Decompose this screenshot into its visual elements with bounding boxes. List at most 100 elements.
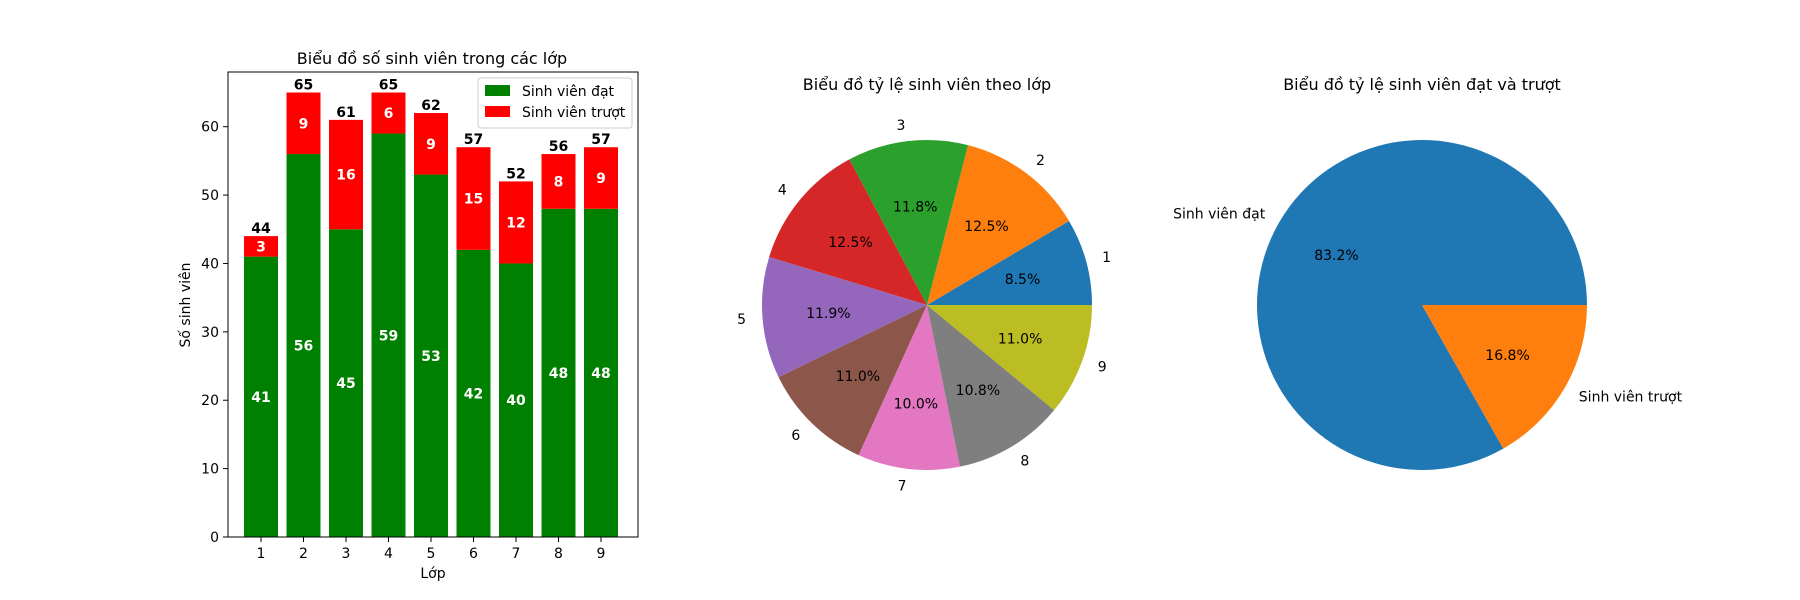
bar-pass bbox=[541, 208, 576, 537]
bar-fail-label: 8 bbox=[554, 174, 564, 190]
pie1-pct-label: 11.0% bbox=[998, 332, 1042, 348]
pie1-wedges bbox=[762, 140, 1092, 470]
x-tick-label: 7 bbox=[512, 546, 521, 562]
pie2-wedges bbox=[1256, 140, 1587, 471]
bar-total-label: 65 bbox=[294, 78, 313, 94]
bar-total-label: 62 bbox=[421, 98, 440, 114]
bar-fail-label: 16 bbox=[336, 168, 355, 184]
bar-fail bbox=[414, 113, 448, 175]
y-tick-label: 10 bbox=[201, 462, 219, 478]
bar-fail bbox=[584, 147, 618, 209]
x-tick-label: 1 bbox=[257, 546, 266, 562]
legend-box bbox=[477, 77, 633, 129]
bar-pass-label: 48 bbox=[549, 366, 568, 382]
bar-fail-label: 3 bbox=[256, 239, 266, 255]
bar-fail-label: 9 bbox=[299, 116, 309, 132]
y-tick-label: 50 bbox=[201, 188, 219, 204]
bar-total-label: 61 bbox=[336, 105, 355, 121]
pie1-wedge bbox=[858, 305, 960, 470]
pie1-title: Biểu đồ tỷ lệ sinh viên theo lớp bbox=[803, 75, 1051, 94]
pie1-slice-label: 6 bbox=[791, 428, 800, 444]
pie2-title: Biểu đồ tỷ lệ sinh viên đạt và trượt bbox=[1283, 75, 1561, 94]
pie1-slice-label: 1 bbox=[1102, 250, 1111, 266]
pie2-wedge bbox=[1256, 140, 1587, 471]
x-tick-label: 5 bbox=[427, 546, 436, 562]
pie1-pct-label: 11.9% bbox=[806, 306, 850, 322]
y-tick-label: 0 bbox=[210, 530, 219, 546]
pie1-pct-label: 10.0% bbox=[894, 396, 938, 412]
pie1-pct-label: 10.8% bbox=[956, 383, 1000, 399]
pie2-wedge bbox=[1422, 305, 1587, 449]
bar-fail bbox=[499, 181, 533, 264]
bar-plot-border bbox=[227, 71, 639, 538]
bar-data-labels: 41 3 44 56 9 65 45 16 61 59 6 65 53 9 62 42 15 57 40 12 52 48… bbox=[251, 78, 610, 410]
bar-pass-label: 45 bbox=[336, 376, 355, 392]
pie2-pct-label: 83.2% bbox=[1314, 248, 1358, 264]
legend-swatch-fail bbox=[485, 106, 510, 117]
pie1-pct-label: 11.8% bbox=[893, 200, 937, 216]
y-tick-label: 60 bbox=[201, 120, 219, 136]
pie1-slice-label: 3 bbox=[896, 118, 905, 134]
bar-pass bbox=[286, 154, 321, 537]
bar-legend: Sinh viên đạt Sinh viên trượt bbox=[477, 77, 633, 129]
bar-fail bbox=[456, 147, 491, 250]
bar-pass-label: 53 bbox=[421, 349, 440, 365]
pie1-slice-label: 9 bbox=[1098, 359, 1107, 375]
bar-total-label: 57 bbox=[464, 132, 483, 148]
bar-fail-label: 15 bbox=[464, 192, 483, 208]
y-tick-label: 40 bbox=[201, 256, 219, 272]
pie1-slice-label: 5 bbox=[737, 312, 746, 328]
pie1-slice-label: 4 bbox=[778, 183, 787, 199]
pie1-labels: 8.5% 1 12.5% 2 11.8% 3 12.5% 4 11.9% 5 11.0% 6 10.0%… bbox=[737, 118, 1111, 495]
pie1-wedge bbox=[778, 305, 927, 456]
bar-chart: Biểu đồ số sinh viên trong các lớp 41344… bbox=[177, 49, 639, 582]
bar-total-label: 44 bbox=[251, 221, 271, 237]
pie2-slice-label: Sinh viên trượt bbox=[1579, 389, 1683, 405]
bar-fail-label: 9 bbox=[596, 171, 606, 187]
legend-swatch-pass bbox=[485, 85, 510, 96]
bar-fail-label: 9 bbox=[426, 137, 436, 153]
class-pie-chart: Biểu đồ tỷ lệ sinh viên theo lớp 8.5% 1 12… bbox=[737, 75, 1111, 494]
x-axis: 1 2 3 4 5 6 7 8 9 bbox=[257, 537, 606, 562]
bar-total-label: 56 bbox=[549, 139, 568, 155]
pie1-pct-label: 8.5% bbox=[1005, 272, 1041, 288]
legend-label-pass: Sinh viên đạt bbox=[522, 84, 615, 100]
pie1-wedge bbox=[927, 305, 1055, 467]
pie1-slice-label: 8 bbox=[1020, 454, 1029, 470]
pie2-pct-label: 16.8% bbox=[1485, 348, 1529, 364]
legend-label-fail: Sinh viên trượt bbox=[522, 105, 626, 121]
pie1-wedge bbox=[927, 305, 1092, 411]
pie1-wedge bbox=[762, 256, 927, 378]
x-tick-label: 9 bbox=[597, 546, 606, 562]
bar-fail bbox=[286, 92, 321, 155]
pass-fail-pie-chart: Biểu đồ tỷ lệ sinh viên đạt và trượt 83.… bbox=[1173, 75, 1683, 471]
pie1-slice-label: 7 bbox=[898, 478, 907, 494]
x-axis-label: Lớp bbox=[420, 566, 445, 582]
bar-fail-label: 12 bbox=[506, 215, 525, 231]
pie1-slice-label: 2 bbox=[1036, 153, 1045, 169]
bar-pass bbox=[371, 133, 406, 537]
pie2-labels: 83.2% Sinh viên đạt 16.8% Sinh viên trượt bbox=[1173, 207, 1682, 406]
pie1-pct-label: 12.5% bbox=[964, 219, 1008, 235]
pie1-wedge bbox=[927, 221, 1092, 305]
pie1-pct-label: 12.5% bbox=[828, 235, 872, 251]
bar-total-label: 52 bbox=[506, 166, 525, 182]
bar-fail bbox=[541, 154, 576, 209]
x-tick-label: 4 bbox=[384, 546, 393, 562]
bar-pass-label: 41 bbox=[251, 390, 270, 406]
bar-fail bbox=[371, 92, 406, 134]
bar-fail bbox=[329, 119, 363, 230]
bar-pass bbox=[244, 256, 278, 537]
bar-total-label: 57 bbox=[591, 132, 610, 148]
bar-pass-label: 40 bbox=[506, 393, 526, 409]
y-axis-label: Số sinh viên bbox=[177, 263, 194, 348]
pie1-pct-label: 11.0% bbox=[836, 369, 880, 385]
bar-fail bbox=[244, 236, 278, 257]
bar-fail-label: 6 bbox=[384, 106, 394, 122]
y-axis: 0 10 20 30 40 50 60 bbox=[201, 120, 228, 546]
x-tick-label: 6 bbox=[469, 546, 478, 562]
pie1-wedge bbox=[769, 159, 927, 305]
bar-pass-label: 56 bbox=[294, 339, 313, 355]
bar-pass-label: 48 bbox=[591, 366, 610, 382]
